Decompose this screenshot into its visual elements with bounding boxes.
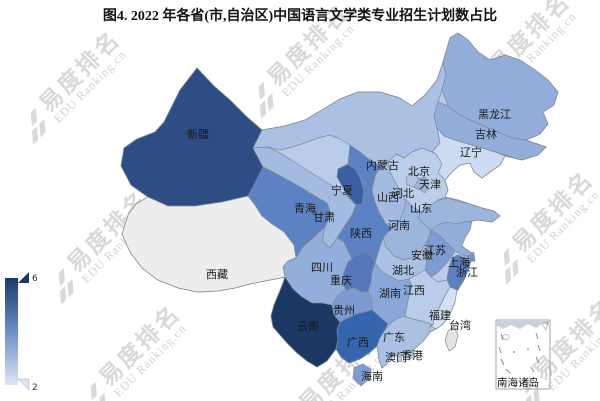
province-label-guizhou: 贵州 (333, 304, 355, 317)
province-label-shanghai: 上海 (448, 255, 470, 269)
province-label-heilongjiang: 黑龙江 (478, 108, 511, 121)
province-label-hunan: 湖南 (379, 287, 401, 300)
province-label-fujian: 福建 (429, 308, 451, 322)
colorbar-legend: 6 2 (5, 272, 38, 393)
province-label-anhui: 安徽 (411, 248, 433, 262)
inset-nine-dash-line (498, 332, 541, 374)
province-label-aomen: 澳门 (385, 350, 407, 364)
province-label-guangxi: 广西 (347, 336, 369, 349)
inset-island-outline (502, 334, 510, 340)
province-label-yunnan: 云南 (297, 320, 319, 333)
inset-coastline (496, 321, 550, 329)
province-tianjin (413, 176, 430, 194)
province-zhejiang (446, 254, 471, 291)
province-label-shanxi: 山西 (377, 191, 399, 204)
province-label-neimenggu: 内蒙古 (366, 158, 399, 172)
south-china-sea-inset: 南海诸岛 (495, 319, 551, 390)
province-label-xianggang: 香港 (401, 349, 423, 362)
inset-island-dot (527, 348, 529, 350)
province-aomen (396, 355, 403, 363)
province-label-ningxia: 宁夏 (331, 183, 353, 197)
province-guangdong (376, 315, 434, 369)
province-label-hebei: 河北 (392, 187, 414, 200)
province-label-guangdong: 广东 (383, 331, 405, 344)
province-labels: 新疆 西藏 青海 甘肃 宁夏 内蒙古 黑龙江 吉林 辽宁 北京 天津 河北 山西… (187, 108, 511, 383)
province-chongqing (341, 251, 376, 293)
colorbar-max-arrow (18, 272, 29, 283)
province-label-shaanxi: 陕西 (350, 226, 372, 240)
province-label-hainan: 海南 (361, 369, 383, 383)
colorbar-gradient (5, 278, 18, 385)
province-label-shandong: 山东 (410, 202, 432, 215)
inset-label: 南海诸岛 (497, 376, 539, 389)
province-label-hubei: 湖北 (392, 264, 414, 277)
colorbar-min-arrow (17, 378, 30, 391)
province-label-jilin: 吉林 (475, 127, 497, 141)
province-label-xinjiang: 新疆 (187, 127, 209, 141)
province-label-gansu: 甘肃 (313, 211, 335, 224)
colorbar-max-label: 6 (32, 274, 38, 284)
province-label-chongqing: 重庆 (330, 273, 352, 287)
province-label-liaoning: 辽宁 (460, 145, 482, 159)
figure-title: 图4. 2022 年各省(市,自治区)中国语言文学类专业招生计划数占比 (102, 9, 498, 24)
province-label-zhejiang: 浙江 (456, 266, 478, 279)
province-yunnan (270, 276, 341, 368)
province-label-qinghai: 青海 (294, 201, 316, 215)
province-label-beijing: 北京 (408, 164, 430, 178)
province-label-taiwan: 台湾 (449, 318, 471, 332)
province-shanghai (466, 253, 476, 263)
province-label-tianjin: 天津 (419, 178, 441, 191)
province-ningxia (336, 163, 365, 206)
province-taiwan (444, 326, 459, 352)
province-label-sichuan: 四川 (311, 262, 333, 274)
inset-island-dot (513, 351, 515, 353)
province-label-jiangxi: 江西 (403, 284, 425, 297)
province-hainan (352, 363, 372, 387)
province-label-xizang: 西藏 (206, 268, 228, 281)
colorbar-min-label: 2 (32, 383, 38, 393)
province-xianggang (406, 350, 416, 360)
province-label-jiangsu: 江苏 (424, 244, 446, 257)
inset-border (495, 319, 551, 390)
inset-taiwan-outline (541, 321, 549, 331)
province-label-henan: 河南 (388, 219, 410, 232)
